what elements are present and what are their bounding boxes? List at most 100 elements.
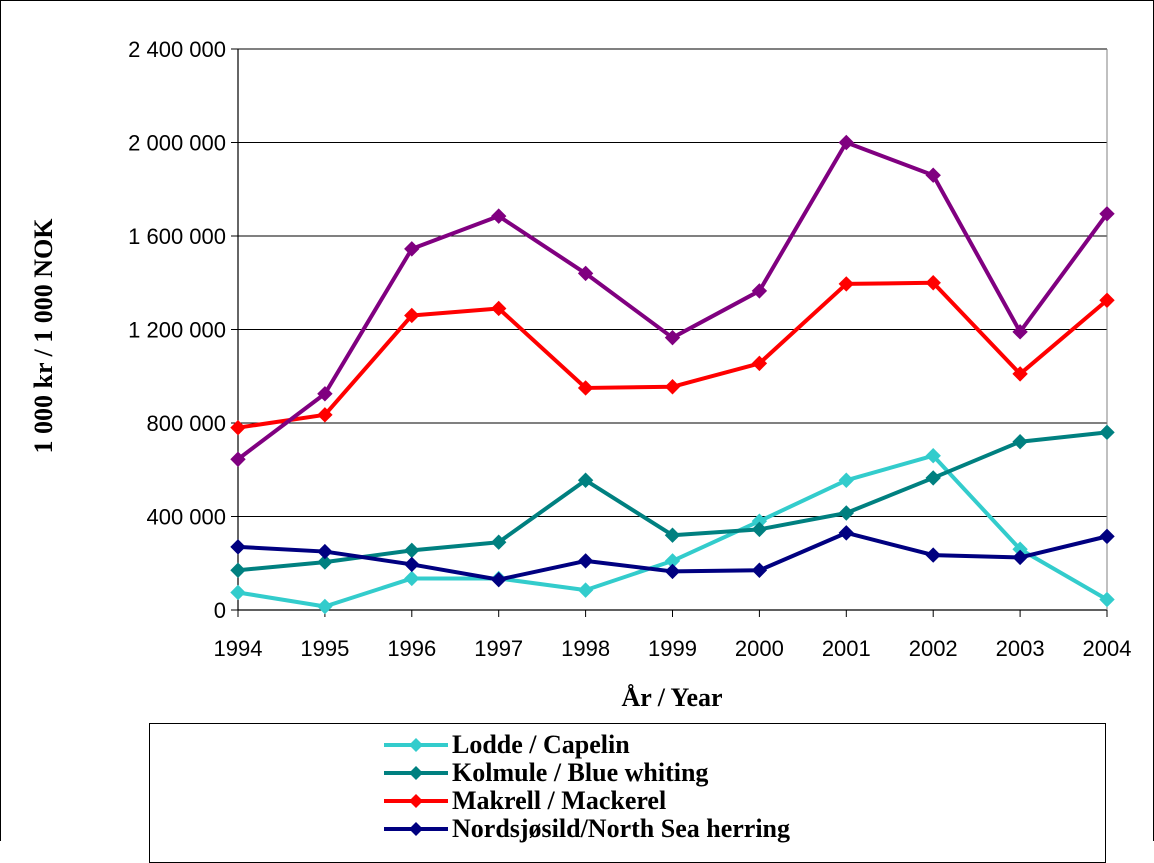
data-point-marker	[1012, 433, 1028, 450]
data-point-marker	[1099, 424, 1115, 441]
data-point-marker	[925, 448, 941, 464]
data-point-marker	[317, 598, 333, 615]
data-point-marker	[577, 380, 594, 396]
x-tick-label: 1994	[214, 636, 263, 661]
series-series-5	[230, 134, 1115, 467]
series-mackerel	[230, 275, 1115, 436]
series-blue-whiting	[230, 424, 1115, 578]
data-point-marker	[317, 407, 333, 423]
legend-label-mackerel: Makrell / Mackerel	[452, 786, 667, 815]
y-tick-label: 400 000	[146, 505, 226, 530]
data-point-marker	[925, 167, 941, 183]
series-line	[236, 140, 1109, 461]
x-tick-label: 1999	[648, 636, 697, 661]
legend-item-blue-whiting: Kolmule / Blue whiting	[384, 759, 708, 787]
data-point-marker	[404, 542, 420, 559]
data-point-marker	[1012, 324, 1028, 340]
data-point-marker	[751, 283, 768, 299]
line-chart: 0 400 000 800 000 1 200 000 1 600 000 2 000 0…	[29, 37, 1132, 712]
data-point-marker	[1012, 366, 1028, 382]
x-tick-label: 2002	[909, 636, 958, 661]
legend-swatch-marker	[409, 738, 423, 752]
legend-swatch-marker	[409, 822, 423, 836]
data-point-marker	[317, 554, 333, 570]
data-point-marker	[664, 329, 681, 346]
data-point-marker	[577, 553, 594, 569]
legend-item-capelin: Lodde / Capelin	[384, 731, 630, 759]
axes	[231, 48, 1108, 617]
data-point-marker	[577, 265, 594, 282]
data-point-marker	[838, 276, 855, 292]
series-lines	[230, 134, 1115, 615]
data-point-marker	[230, 419, 246, 436]
data-point-marker	[230, 562, 246, 578]
legend-label-capelin: Lodde / Capelin	[452, 730, 630, 759]
y-tick-label: 0	[214, 598, 226, 623]
data-point-marker	[838, 134, 855, 151]
data-point-marker	[490, 208, 507, 224]
legend: Lodde / Capelin Kolmule / Blue whiting M…	[149, 723, 1106, 863]
x-tick-label: 1997	[474, 636, 523, 661]
x-tick-labels: 1994 1995 1996 1997 1998 1999 2000 2001 2002 2003…	[214, 636, 1132, 661]
data-point-marker	[1099, 528, 1115, 545]
data-point-marker	[490, 571, 507, 588]
x-axis-title: År / Year	[621, 683, 722, 712]
data-point-marker	[925, 470, 941, 486]
data-point-marker	[838, 525, 855, 541]
data-point-marker	[751, 521, 768, 538]
x-tick-label: 2000	[735, 636, 784, 661]
data-point-marker	[404, 241, 420, 257]
data-point-marker	[664, 563, 681, 580]
series-capelin	[230, 448, 1115, 615]
y-tick-label: 2 000 000	[128, 131, 226, 156]
legend-item-mackerel: Makrell / Mackerel	[384, 787, 666, 815]
data-point-marker	[317, 386, 333, 402]
legend-swatch-blue-whiting	[384, 766, 448, 780]
y-tick-label: 2 400 000	[128, 37, 226, 62]
data-point-marker	[404, 307, 420, 324]
legend-swatch-north-sea-herring	[384, 822, 448, 836]
data-point-marker	[751, 562, 768, 578]
data-point-marker	[490, 534, 507, 550]
data-point-marker	[317, 543, 333, 560]
x-tick-label: 1995	[300, 636, 349, 661]
x-tick-label: 1996	[387, 636, 436, 661]
legend-swatch-marker	[409, 794, 423, 808]
x-tick-label: 1998	[561, 636, 610, 661]
data-point-marker	[1099, 591, 1115, 608]
data-point-marker	[577, 582, 594, 598]
data-point-marker	[230, 584, 246, 601]
x-tick-label: 2003	[996, 636, 1045, 661]
data-point-marker	[925, 547, 941, 563]
data-point-marker	[925, 275, 941, 291]
legend-label-blue-whiting: Kolmule / Blue whiting	[452, 758, 709, 787]
series-line	[237, 280, 1109, 430]
data-point-marker	[751, 355, 768, 372]
data-point-marker	[1099, 206, 1115, 222]
x-tick-label: 2004	[1083, 636, 1132, 661]
data-point-marker	[838, 472, 855, 488]
y-tick-label: 1 200 000	[128, 318, 226, 343]
legend-swatch-marker	[409, 766, 423, 780]
data-point-marker	[490, 300, 507, 317]
legend-swatch-mackerel	[384, 794, 448, 808]
y-tick-labels: 0 400 000 800 000 1 200 000 1 600 000 2 000 0…	[128, 37, 226, 623]
y-tick-label: 1 600 000	[128, 224, 226, 249]
gridlines	[238, 48, 1107, 517]
x-tick-label: 2001	[822, 636, 871, 661]
y-tick-label: 800 000	[146, 411, 226, 436]
data-point-marker	[664, 527, 681, 543]
data-point-marker	[664, 379, 681, 395]
data-point-marker	[230, 539, 246, 555]
legend-label-north-sea-herring: Nordsjøsild/North Sea herring	[452, 814, 790, 843]
legend-item-north-sea-herring: Nordsjøsild/North Sea herring	[384, 815, 790, 843]
legend-swatch-capelin	[384, 738, 448, 752]
y-axis-title: 1 000 kr / 1 000 NOK	[29, 218, 58, 454]
data-point-marker	[404, 556, 420, 573]
data-point-marker	[577, 472, 594, 488]
data-point-marker	[1099, 292, 1115, 308]
series-north-sea-herring	[230, 525, 1115, 588]
data-point-marker	[404, 570, 420, 587]
data-point-marker	[838, 505, 855, 521]
data-point-marker	[230, 451, 246, 467]
